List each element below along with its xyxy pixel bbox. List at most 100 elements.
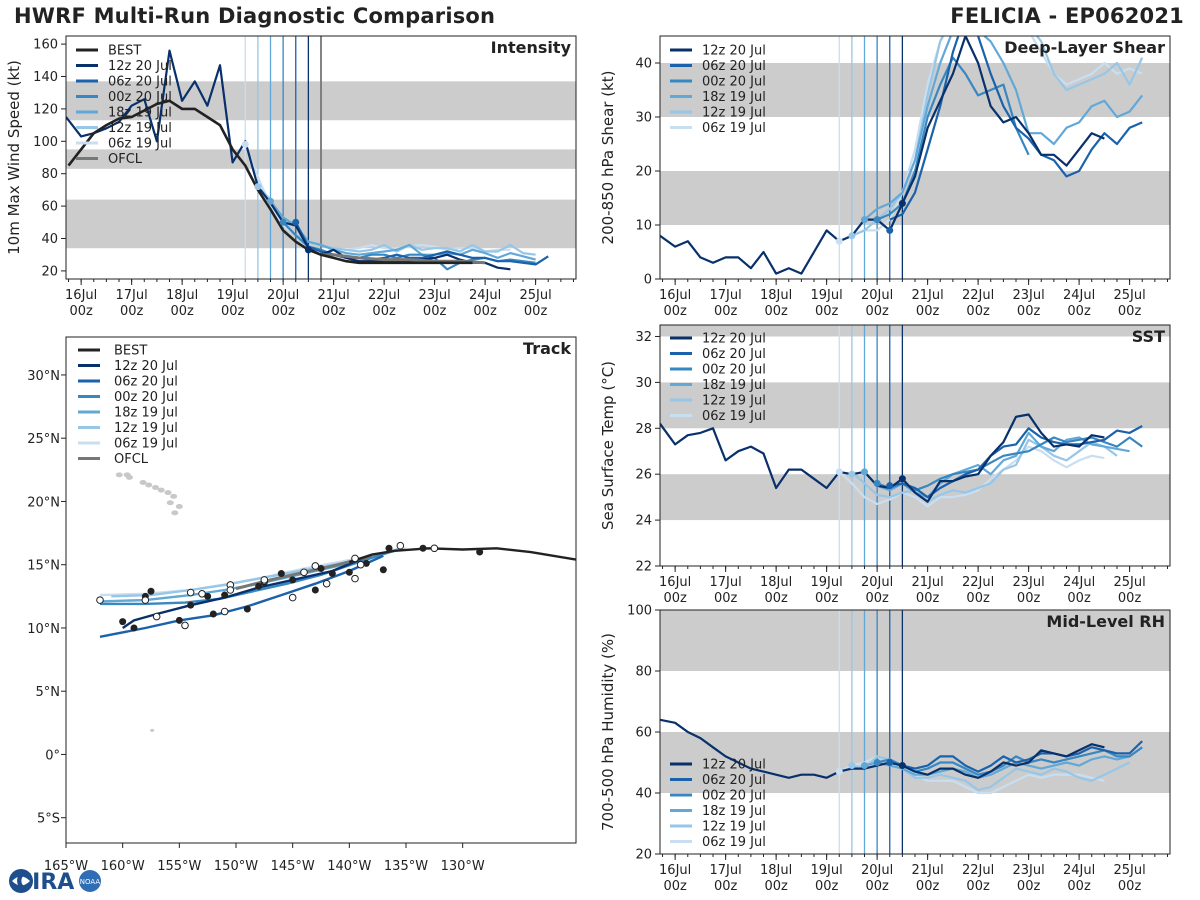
track-position-marker-open bbox=[198, 589, 206, 598]
init-marker bbox=[835, 237, 843, 245]
x-tick-label-date: 24Jul bbox=[1063, 863, 1095, 878]
x-tick-label-hour: 00z bbox=[815, 879, 839, 894]
x-tick-label-hour: 00z bbox=[322, 304, 346, 319]
cira-logo: CIRA NOAA bbox=[9, 869, 101, 895]
x-tick-label-date: 21Jul bbox=[912, 575, 944, 590]
x-tick-label-date: 23Jul bbox=[418, 288, 450, 303]
y-tick-label: 40 bbox=[635, 57, 652, 72]
x-tick-label-date: 23Jul bbox=[1012, 863, 1044, 878]
init-marker bbox=[279, 218, 287, 226]
series-line-12z-19-jul bbox=[851, 438, 1118, 503]
lon-tick-label: 135°W bbox=[384, 859, 428, 874]
y-tick-label: 26 bbox=[635, 468, 652, 483]
shear-panel: 01020304016Jul00z17Jul00z18Jul00z19Jul00… bbox=[599, 35, 1171, 319]
track-position-marker-open bbox=[220, 607, 229, 616]
init-marker bbox=[241, 141, 249, 149]
x-tick-label-hour: 00z bbox=[271, 304, 295, 319]
x-tick-label-hour: 00z bbox=[1017, 591, 1041, 606]
threshold-band bbox=[660, 325, 1170, 337]
track-position-marker-open bbox=[96, 596, 104, 604]
track-area bbox=[96, 472, 576, 732]
init-marker bbox=[898, 475, 906, 483]
series-line-18z-19-jul bbox=[269, 200, 536, 261]
track-position-marker bbox=[130, 624, 138, 632]
x-tick-label-hour: 00z bbox=[916, 879, 940, 894]
x-tick-label-date: 24Jul bbox=[469, 288, 501, 303]
x-tick-label-date: 25Jul bbox=[1113, 288, 1145, 303]
legend-label: 12z 20 Jul bbox=[702, 758, 766, 773]
init-marker bbox=[861, 216, 869, 224]
lat-tick-label: 20°N bbox=[27, 495, 60, 510]
track-position-marker bbox=[175, 616, 183, 624]
panel-title: SST bbox=[1132, 327, 1165, 346]
track-position-marker-open bbox=[322, 579, 331, 588]
x-tick-label-date: 23Jul bbox=[1012, 288, 1044, 303]
legend-label: 12z 20 Jul bbox=[108, 59, 172, 74]
x-tick-label-date: 20Jul bbox=[861, 288, 893, 303]
track-position-marker bbox=[147, 587, 155, 595]
legend-label: 00z 20 Jul bbox=[702, 363, 766, 378]
lat-tick-label: 30°N bbox=[27, 369, 60, 384]
track-position-marker-open bbox=[396, 541, 405, 550]
track-position-marker-open bbox=[430, 544, 439, 553]
plot-area bbox=[660, 610, 1170, 854]
x-tick-label-hour: 00z bbox=[865, 591, 889, 606]
series-line-12z-20-jul bbox=[660, 413, 1105, 503]
init-marker bbox=[886, 759, 894, 766]
x-tick-label-hour: 00z bbox=[714, 591, 738, 606]
legend-label: 18z 19 Jul bbox=[702, 378, 766, 393]
lon-tick-label: 130°W bbox=[441, 859, 485, 874]
x-tick-label-date: 21Jul bbox=[912, 863, 944, 878]
legend-label: 12z 19 Jul bbox=[702, 820, 766, 835]
x-tick-label-date: 16Jul bbox=[659, 288, 691, 303]
track-position-marker-open bbox=[141, 596, 150, 604]
legend-label: 06z 20 Jul bbox=[114, 375, 178, 390]
island-landmass bbox=[139, 479, 147, 485]
island-landmass bbox=[152, 485, 160, 491]
legend-label: 18z 19 Jul bbox=[702, 804, 766, 819]
x-tick-label-date: 20Jul bbox=[861, 863, 893, 878]
y-tick-label: 60 bbox=[41, 200, 58, 215]
island-landmass bbox=[164, 490, 172, 496]
island-landmass bbox=[175, 504, 183, 510]
series-line-12z-20-jul bbox=[66, 49, 511, 271]
y-tick-label: 22 bbox=[635, 560, 652, 575]
x-tick-label-hour: 00z bbox=[1118, 591, 1142, 606]
x-tick-label-hour: 00z bbox=[372, 304, 396, 319]
x-tick-label-hour: 00z bbox=[170, 304, 194, 319]
legend-label: 12z 20 Jul bbox=[702, 44, 766, 59]
track-position-marker bbox=[311, 586, 319, 594]
x-tick-label-hour: 00z bbox=[815, 591, 839, 606]
x-tick-label-date: 16Jul bbox=[659, 575, 691, 590]
x-tick-label-date: 25Jul bbox=[1113, 863, 1145, 878]
legend-label: 06z 19 Jul bbox=[702, 409, 766, 424]
noaa-badge-text: NOAA bbox=[80, 878, 101, 886]
x-tick-label-hour: 00z bbox=[120, 304, 144, 319]
x-tick-label-hour: 00z bbox=[1067, 304, 1091, 319]
track-position-marker-open bbox=[260, 576, 269, 584]
series-line-00z-20-jul bbox=[876, 436, 1143, 492]
init-marker bbox=[861, 468, 869, 476]
x-tick-label-date: 17Jul bbox=[116, 288, 148, 303]
x-tick-label-hour: 00z bbox=[966, 879, 990, 894]
legend-label: 18z 19 Jul bbox=[114, 406, 178, 421]
y-tick-label: 140 bbox=[33, 70, 58, 85]
legend-label: 00z 20 Jul bbox=[108, 90, 172, 105]
rh-panel: 2040608010016Jul00z17Jul00z18Jul00z19Jul… bbox=[599, 604, 1171, 894]
x-tick-label-date: 16Jul bbox=[65, 288, 97, 303]
x-tick-label-date: 25Jul bbox=[519, 288, 551, 303]
init-marker bbox=[304, 246, 312, 254]
y-axis-label: 700-500 hPa Humidity (%) bbox=[599, 633, 617, 831]
island-landmass bbox=[150, 728, 155, 732]
x-tick-label-date: 18Jul bbox=[760, 575, 792, 590]
x-tick-label-hour: 00z bbox=[1067, 879, 1091, 894]
y-tick-label: 120 bbox=[33, 102, 58, 117]
x-tick-label-hour: 00z bbox=[865, 879, 889, 894]
island-landmass bbox=[125, 474, 133, 480]
track-position-marker bbox=[221, 591, 229, 599]
y-tick-label: 20 bbox=[41, 264, 58, 279]
x-tick-label-hour: 00z bbox=[423, 304, 447, 319]
series-line-12z-20-jul bbox=[660, 718, 1105, 779]
legend-label: BEST bbox=[108, 44, 141, 59]
track-position-marker-open bbox=[351, 574, 359, 583]
